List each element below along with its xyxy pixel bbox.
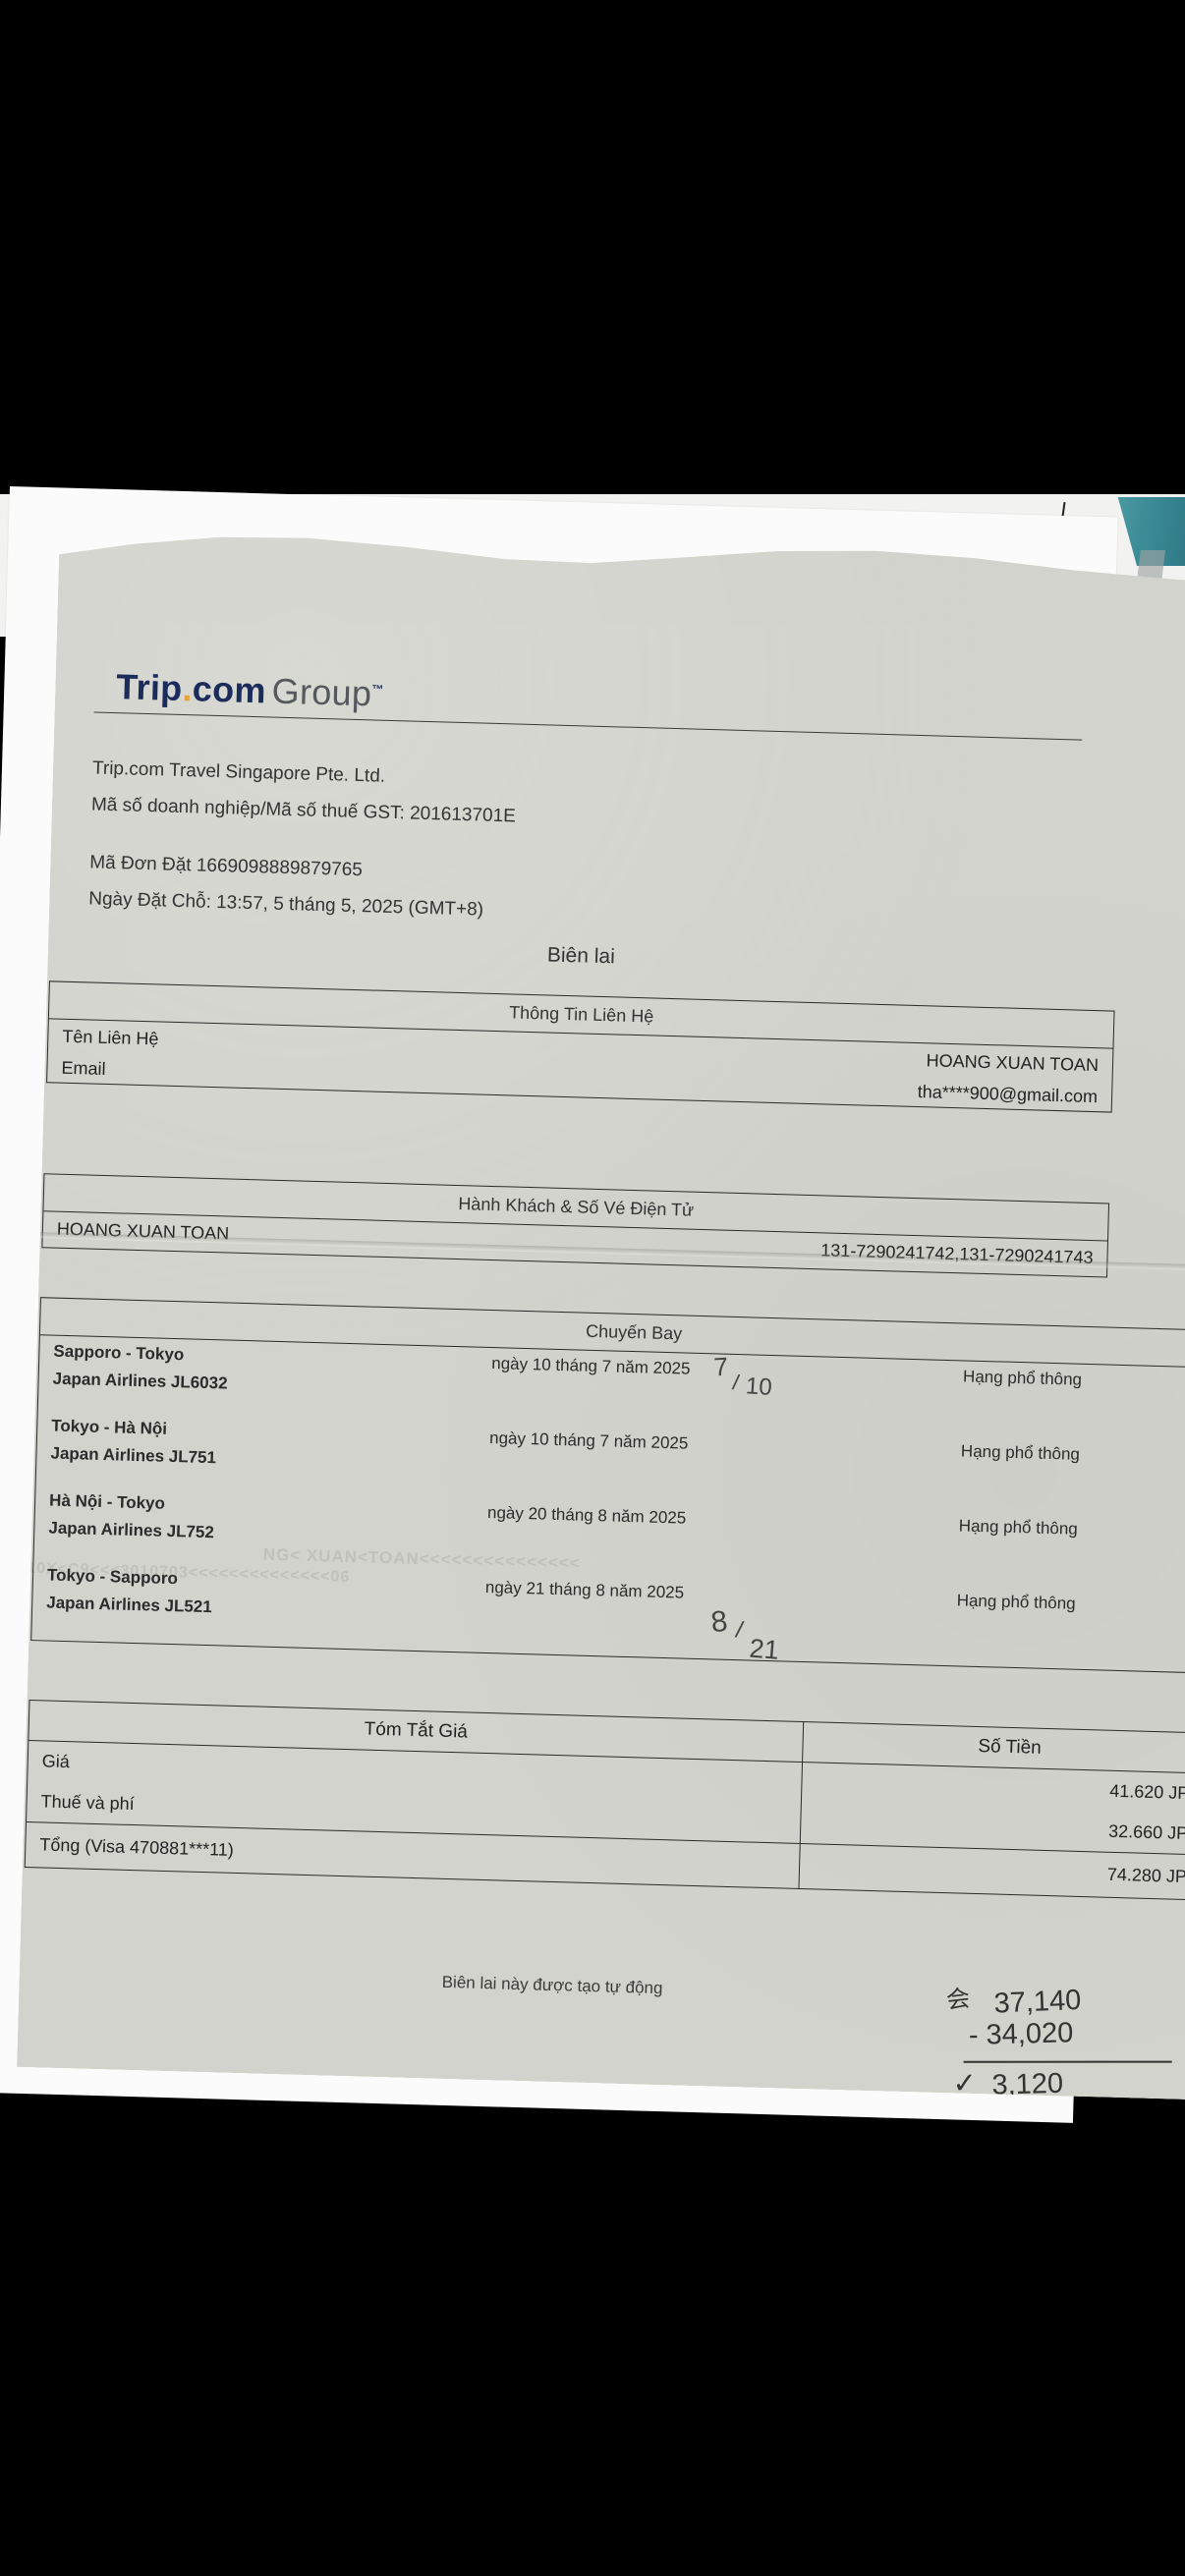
svg-text:会: 会 (945, 1986, 972, 2015)
svg-text:3,120: 3,120 (991, 2068, 1063, 2101)
svg-text:✓: ✓ (952, 2068, 977, 2100)
svg-text:37,140: 37,140 (993, 1985, 1082, 2020)
svg-text:- 34,020: - 34,020 (968, 2017, 1073, 2051)
